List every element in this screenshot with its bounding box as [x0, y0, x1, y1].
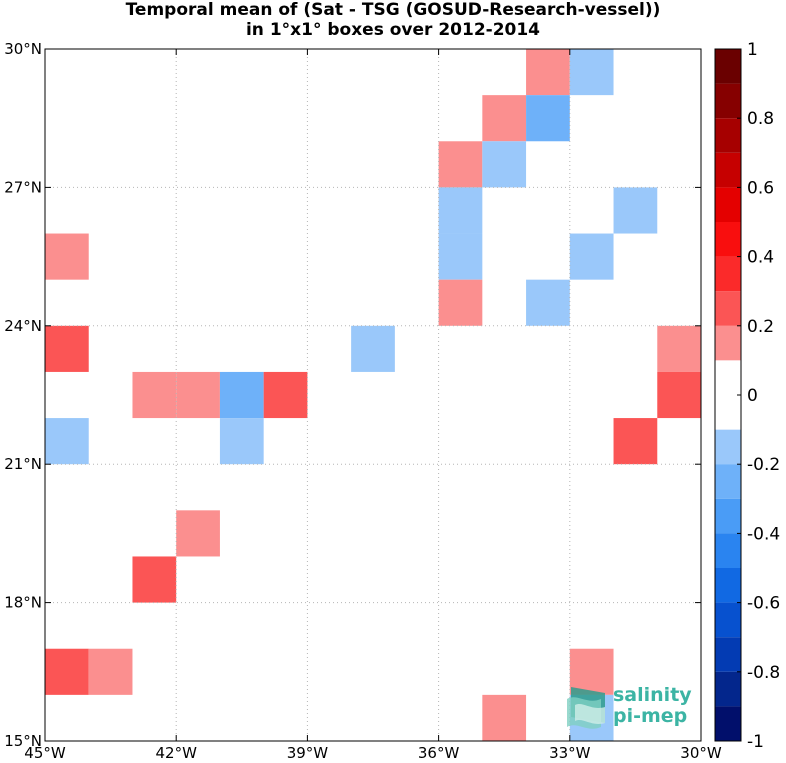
colorbar-segment: [715, 602, 741, 638]
grid-cell: [657, 371, 701, 419]
grid-cell: [482, 141, 527, 188]
grid-cell: [219, 418, 264, 465]
grid-cell: [263, 371, 308, 419]
colorbar-tick-label: 1: [747, 40, 758, 60]
colorbar-segment: [715, 152, 741, 188]
grid-cell: [132, 371, 177, 419]
grid-cell: [45, 648, 89, 695]
grid-cell: [569, 49, 614, 96]
grid-cell: [657, 325, 701, 372]
grid-cell: [613, 187, 658, 234]
y-tick-label: 27°N: [4, 178, 42, 196]
colorbar-segment: [715, 256, 741, 292]
y-tick-label: 18°N: [4, 594, 42, 612]
grid-cell: [438, 187, 483, 234]
x-tick-label: 36°W: [418, 744, 460, 762]
colorbar-segment: [715, 671, 741, 707]
grid-cell: [176, 510, 220, 557]
grid-cell: [176, 371, 220, 419]
colorbar-segment: [715, 429, 741, 465]
colorbar-segment: [715, 118, 741, 153]
colorbar-segment: [715, 325, 741, 361]
colorbar-tick-label: 0.6: [747, 178, 774, 198]
colorbar-segment: [715, 83, 741, 119]
grid-cell: [438, 279, 483, 326]
chart-title-line2: in 1°x1° boxes over 2012-2014: [245, 20, 541, 40]
colorbar-tick-label: -1: [747, 732, 764, 752]
x-tick-label: 39°W: [287, 744, 329, 762]
salinity-pi-mep-logo: salinity pi-mep: [565, 683, 695, 733]
colorbar-segment: [715, 464, 741, 499]
colorbar-segment: [715, 187, 741, 222]
colorbar: 1 0.8 0.6 0.4 0.2 0 -0.2 -0.4 -0.6 -0.8 -1: [714, 40, 780, 752]
grid-cell: [219, 371, 264, 419]
colorbar-tick-label: 0.2: [747, 317, 774, 337]
colorbar-segment: [715, 222, 741, 257]
colorbar-segment: [715, 291, 741, 326]
x-tick-label: 42°W: [155, 744, 197, 762]
map-frame: [44, 48, 702, 742]
grid-cell: [438, 141, 483, 188]
axis-ticks: 45°W 42°W 39°W 36°W 33°W 30°W 15°N 18°N 21°N 24°N…: [4, 40, 722, 762]
grid-cell: [88, 648, 133, 695]
x-tick-label: 45°W: [24, 744, 66, 762]
grid-layer: [45, 49, 701, 741]
logo-line1: salinity: [613, 684, 692, 706]
grid-cell: [45, 418, 89, 465]
grid-cell: [438, 233, 483, 280]
colorbar-segment: [715, 498, 741, 534]
colorbar-segment: [715, 360, 741, 430]
colorbar-segment: [715, 637, 741, 672]
colorbar-tick-label: 0: [747, 386, 758, 406]
colorbar-segment: [715, 706, 741, 741]
colorbar-tick-label: 0.4: [747, 248, 774, 268]
grid-cell: [45, 325, 89, 372]
cells-layer: [45, 49, 701, 741]
y-tick-label: 21°N: [4, 455, 42, 473]
colorbar-segment: [715, 533, 741, 568]
grid-cell: [132, 556, 177, 603]
x-tick-label: 30°W: [680, 744, 722, 762]
grid-cell: [526, 279, 570, 326]
grid-cell: [526, 49, 570, 96]
colorbar-tick-label: -0.8: [747, 663, 780, 683]
grid-cell: [482, 694, 527, 741]
colorbar-segment: [715, 49, 741, 84]
y-tick-label: 15°N: [4, 732, 42, 750]
colorbar-tick-label: 0.8: [747, 109, 774, 129]
wave-ribbon-icon: [567, 687, 605, 729]
grid-cell: [351, 325, 395, 372]
y-tick-label: 24°N: [4, 317, 42, 335]
y-tick-label: 30°N: [4, 40, 42, 58]
chart-title-line1: Temporal mean of (Sat - TSG (GOSUD-Resea…: [125, 0, 661, 20]
grid-cell: [45, 233, 89, 280]
grid-cell: [569, 648, 614, 695]
grid-cell: [482, 95, 527, 142]
grid-cell: [569, 233, 614, 280]
colorbar-tick-label: -0.6: [747, 594, 780, 614]
colorbar-segment: [715, 568, 741, 603]
logo-line2: pi-mep: [613, 705, 688, 727]
grid-cell: [526, 95, 570, 142]
colorbar-tick-label: -0.2: [747, 455, 780, 475]
colorbar-tick-label: -0.4: [747, 524, 780, 544]
x-tick-label: 33°W: [549, 744, 591, 762]
grid-cell: [613, 418, 658, 465]
